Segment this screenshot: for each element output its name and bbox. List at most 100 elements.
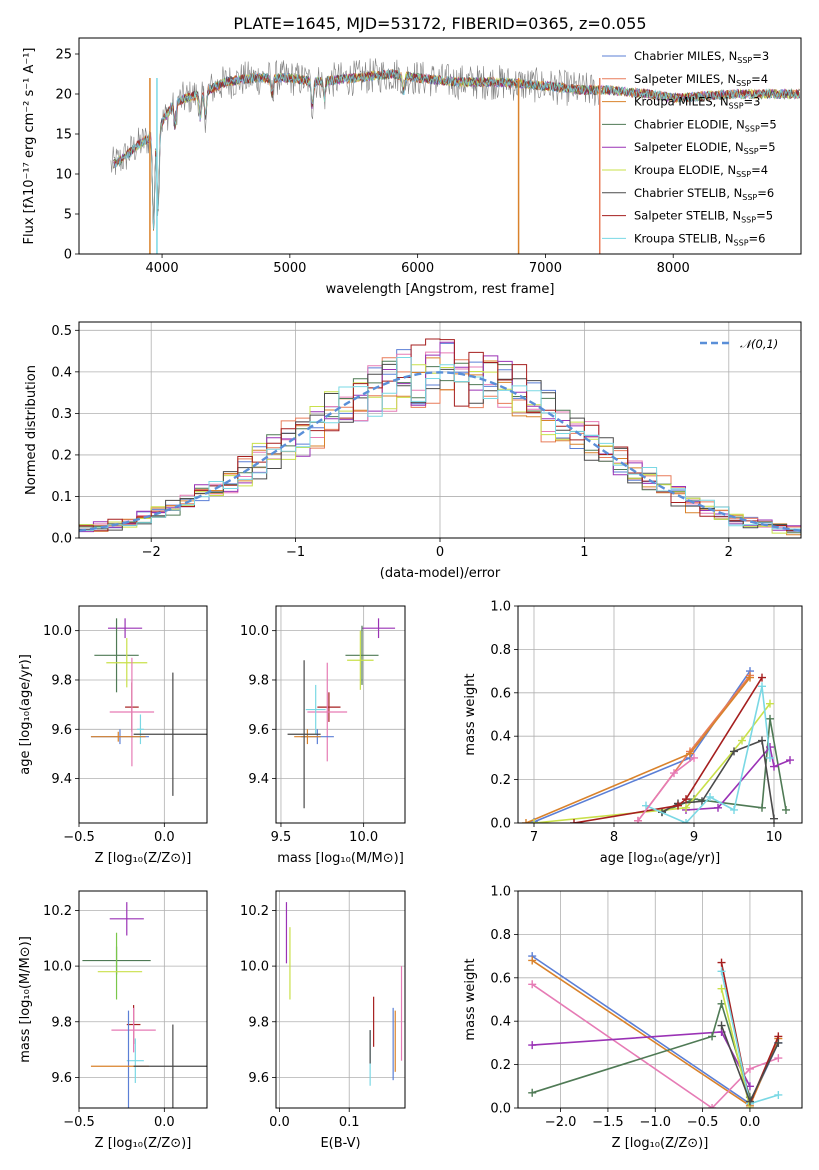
x-tick-label: 7000 — [529, 261, 562, 276]
plot-content — [522, 667, 794, 823]
y-tick-label: 9.4 — [248, 772, 269, 787]
weight-point-marker — [766, 699, 774, 708]
x-axis-label: (data-model)/error — [380, 566, 501, 581]
x-axis-label: Z [log₁₀(Z/Z⊙)] — [95, 1136, 192, 1151]
plot-frame — [275, 890, 406, 1109]
weight-point-marker — [786, 756, 794, 765]
y-tick-label: 10.2 — [43, 904, 72, 919]
x-axis-label: Z [log₁₀(Z/Z⊙)] — [612, 1136, 709, 1151]
errorbar-point — [106, 638, 148, 688]
legend-entry: Chabrier ELODIE, NSSP=5 — [634, 117, 777, 133]
plot-content — [110, 58, 801, 254]
x-tick-label: 0.0 — [154, 1115, 175, 1130]
legend-entry: Salpeter ELODIE, NSSP=5 — [634, 140, 776, 156]
x-tick-label: 8000 — [657, 261, 690, 276]
x-tick-label: 0.1 — [339, 1115, 360, 1130]
x-axis-label: Z [log₁₀(Z/Z⊙)] — [95, 851, 192, 866]
y-tick-label: 9.4 — [51, 772, 72, 787]
y-axis-label: age [log₁₀(age/yr)] — [18, 654, 33, 775]
errorbar-point — [345, 625, 379, 685]
y-tick-label: 0.1 — [51, 490, 72, 505]
weight-point-marker — [758, 682, 766, 691]
errorbar-point — [109, 902, 144, 936]
legend-subscript: SSP — [729, 102, 744, 111]
y-tick-label: 20 — [55, 88, 72, 103]
gridlines — [78, 891, 207, 1108]
errorbar-point — [133, 672, 207, 796]
x-tick-label: 0 — [436, 545, 444, 560]
legend-count: =3 — [744, 95, 761, 109]
legend-entry: Salpeter MILES, NSSP=4 — [634, 72, 768, 88]
panel-mass-vs-age: 9.5 10.0 9.4 9.6 9.8 10.0 mass [log₁₀(M/M⊙)] — [240, 605, 406, 866]
weight-point-marker — [717, 984, 726, 993]
weight-point-marker — [746, 673, 754, 682]
x-tick-label: −1.0 — [639, 1115, 671, 1130]
spectrum-model-line — [113, 69, 801, 230]
x-tick-label: 10 — [766, 830, 783, 845]
plot-content — [285, 902, 403, 1086]
x-tick-label: −0.5 — [687, 1115, 719, 1130]
y-tick-label: 9.6 — [51, 1071, 72, 1086]
legend-subscript: SSP — [737, 56, 752, 65]
gridlines — [276, 606, 405, 823]
y-tick-label: 0.8 — [490, 928, 511, 943]
y-tick-label: 9.8 — [248, 673, 269, 688]
y-tick-label: 0.2 — [490, 1058, 511, 1073]
figure-title: PLATE=1645, MJD=53172, FIBERID=0365, z=0… — [233, 14, 646, 33]
weight-point-marker — [770, 762, 778, 771]
legend-subscript: SSP — [734, 238, 749, 247]
y-tick-label: 1.0 — [490, 885, 511, 900]
y-tick-label: 0.4 — [51, 365, 72, 380]
y-tick-label: 9.8 — [51, 1015, 72, 1030]
legend-entry: Kroupa ELODIE, NSSP=4 — [634, 163, 768, 179]
legend-name: Salpeter ELODIE, N — [634, 140, 744, 154]
plot-frame — [275, 605, 406, 824]
errorbar-point — [362, 618, 396, 639]
weight-point-marker — [730, 805, 738, 814]
legend-count: =5 — [760, 117, 777, 131]
y-tick-label: 10.0 — [240, 960, 269, 975]
panel-residuals: −2 −1 0 1 2 0.0 0.1 0.2 0.3 0.4 0.5 (data-model)/er… — [24, 321, 802, 581]
legend-entry: Chabrier STELIB, NSSP=6 — [634, 186, 774, 202]
weight-series-line — [645, 686, 771, 823]
y-tick-label: 0.6 — [490, 686, 511, 701]
weight-point-marker — [686, 749, 694, 758]
plot-frame — [78, 605, 208, 824]
legend-name: Salpeter MILES, N — [634, 72, 736, 86]
x-tick-label: 7 — [530, 830, 538, 845]
y-tick-label: 0 — [64, 248, 72, 263]
panel-z-vs-mass: −0.5 0.0 9.6 9.8 10.0 10.2 Z [log₁₀(Z/Z⊙)] mass… — [18, 890, 208, 1151]
y-tick-label: 10.0 — [43, 960, 72, 975]
y-tick-label: 5 — [64, 208, 72, 223]
weight-series-line — [573, 677, 763, 823]
weight-point-marker — [634, 816, 642, 823]
weight-point-marker — [782, 805, 790, 814]
x-axis-label: mass [log₁₀(M/M⊙)] — [277, 851, 404, 866]
legend-entry: Kroupa STELIB, NSSP=6 — [634, 231, 765, 247]
legend-subscript: SSP — [741, 216, 756, 225]
legend-entry: Salpeter STELIB, NSSP=5 — [634, 209, 773, 225]
weight-point-marker — [682, 819, 690, 823]
errorbar-point — [111, 1007, 156, 1053]
errorbar-point — [347, 630, 374, 690]
weight-point-marker — [708, 1104, 717, 1108]
weight-point-marker — [717, 1021, 726, 1030]
y-tick-label: 0.5 — [51, 324, 72, 339]
y-axis-label: Flux [fλ10⁻¹⁷ erg cm⁻² s⁻¹ A⁻¹] — [22, 48, 37, 245]
y-tick-label: 0.2 — [51, 448, 72, 463]
errorbar-point — [109, 657, 155, 767]
weight-point-marker — [766, 743, 774, 752]
legend-count: =3 — [752, 49, 769, 63]
y-tick-label: 10 — [55, 168, 72, 183]
y-tick-label: 0.2 — [490, 773, 511, 788]
weight-point-marker — [698, 797, 706, 806]
weight-point-marker — [706, 792, 714, 801]
plot-frame — [78, 321, 802, 539]
x-tick-label: −1 — [286, 545, 305, 560]
errorbar-point — [137, 714, 144, 745]
panel-z-vs-weight: −2.0 −1.5 −1.0 −0.5 0.0 0.0 0.2 0.4 0.6 0.8 1.0 Z [… — [463, 885, 803, 1151]
panel-ebv-vs-mass: 0.0 0.1 9.6 9.8 10.0 10.2 E(B-V) — [240, 890, 406, 1151]
y-tick-label: 0.4 — [490, 1015, 511, 1030]
y-tick-label: 1.0 — [490, 600, 511, 615]
residual-histogram — [79, 357, 801, 528]
